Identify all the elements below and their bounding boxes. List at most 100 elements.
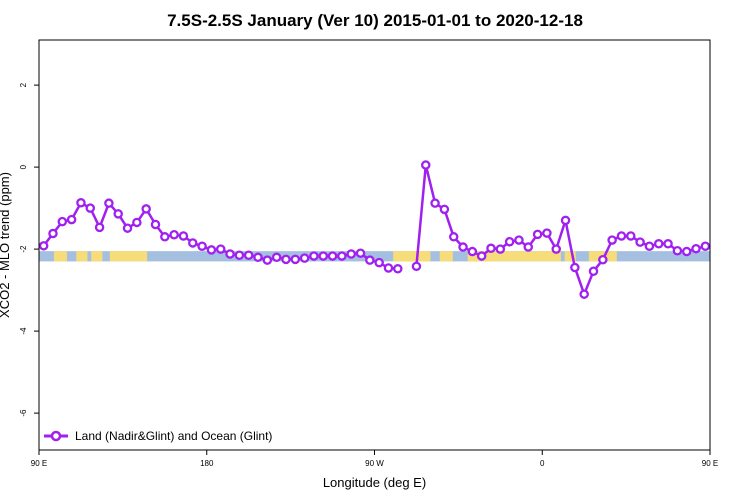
- data-point: [281, 254, 291, 265]
- x-tick-label: 90 W: [365, 459, 384, 468]
- data-point: [691, 243, 701, 254]
- data-point: [616, 231, 627, 241]
- data-point: [430, 198, 440, 208]
- surface-band-land: [76, 251, 88, 262]
- data-point: [700, 241, 710, 251]
- data-point: [635, 237, 645, 247]
- data-point: [337, 251, 347, 261]
- data-point: [150, 219, 161, 230]
- data-point: [355, 248, 366, 258]
- data-point: [514, 235, 524, 245]
- data-point: [141, 204, 151, 214]
- series-line: [415, 163, 710, 296]
- data-point: [570, 262, 580, 273]
- data-point: [653, 239, 664, 249]
- data-point: [598, 255, 608, 265]
- y-tick-label: -6: [19, 409, 28, 417]
- data-point: [290, 254, 301, 265]
- data-point: [739, 216, 746, 223]
- data-point: [365, 255, 375, 265]
- data-point: [663, 239, 673, 249]
- data-point: [626, 231, 636, 241]
- surface-band-land: [564, 251, 576, 262]
- data-point: [299, 253, 310, 263]
- data-point: [309, 251, 319, 261]
- data-point: [383, 263, 394, 273]
- data-point: [57, 216, 68, 227]
- data-point: [271, 252, 282, 263]
- surface-band-land: [467, 251, 561, 262]
- x-tick-label: 90 E: [31, 459, 47, 468]
- data-point: [504, 236, 515, 247]
- legend-entry-label: Land (Nadir&Glint) and Ocean (Glint): [75, 429, 272, 443]
- data-point: [393, 264, 403, 274]
- data-point: [225, 249, 235, 259]
- x-tick-label: 180: [200, 459, 214, 468]
- data-point: [66, 214, 77, 225]
- data-point: [374, 257, 384, 268]
- y-tick-label: -4: [19, 327, 28, 335]
- data-point: [262, 255, 273, 265]
- data-point: [730, 218, 737, 225]
- data-point: [542, 228, 552, 238]
- data-point: [346, 249, 356, 259]
- data-point: [523, 242, 534, 252]
- data-point: [48, 228, 58, 239]
- data-point: [197, 241, 207, 251]
- data-point: [411, 261, 422, 272]
- x-axis-label: Longitude (deg E): [323, 475, 426, 490]
- legend: Land (Nadir&Glint) and Ocean (Glint): [44, 429, 272, 443]
- data-point: [644, 241, 655, 251]
- legend-marker-swatch: [50, 430, 62, 442]
- data-point: [113, 209, 123, 219]
- y-tick-label: 2: [19, 82, 28, 87]
- data-point: [476, 251, 487, 261]
- data-point: [579, 289, 589, 299]
- chart-title: 7.5S-2.5S January (Ver 10) 2015-01-01 to…: [167, 11, 583, 30]
- y-tick-label: 0: [19, 164, 28, 169]
- data-point: [94, 222, 105, 233]
- data-point: [160, 232, 170, 242]
- data-point: [448, 232, 459, 242]
- surface-band-land: [393, 251, 431, 262]
- x-axis-ticks: 90 E 180 90 W 0 90 E: [31, 450, 718, 468]
- data-point: [486, 243, 496, 254]
- x-tick-label: 0: [540, 459, 545, 468]
- surface-band-land: [53, 251, 67, 262]
- data-point: [243, 250, 254, 260]
- data-point: [672, 245, 683, 256]
- y-axis-label: XCO2 - MLO trend (ppm): [0, 172, 12, 318]
- data-point: [709, 245, 710, 248]
- data-point: [253, 252, 263, 263]
- data-point: [607, 235, 617, 245]
- data-point: [169, 229, 179, 240]
- surface-band-land: [91, 251, 103, 262]
- data-point: [178, 231, 189, 241]
- data-point: [495, 244, 506, 254]
- y-tick-label: -2: [19, 245, 28, 253]
- data-point: [467, 246, 478, 257]
- data-point: [551, 244, 561, 254]
- data-point: [458, 242, 468, 252]
- data-point: [421, 160, 431, 170]
- data-point: [39, 241, 49, 251]
- data-point: [215, 244, 226, 254]
- x-tick-label: 90 E: [702, 459, 718, 468]
- data-point: [234, 250, 245, 260]
- data-point: [681, 246, 692, 257]
- data-point: [104, 198, 114, 208]
- y-axis-ticks: 2 0 -2 -4 -6: [19, 82, 39, 417]
- data-point: [588, 266, 599, 276]
- data-point: [132, 217, 142, 228]
- data-point: [188, 238, 198, 248]
- data-point: [720, 230, 727, 237]
- data-point: [532, 229, 543, 240]
- plot-layer: [39, 160, 746, 299]
- data-point: [318, 251, 328, 261]
- data-point: [327, 251, 338, 261]
- data-point: [206, 245, 217, 255]
- surface-band-ocean: [39, 251, 710, 262]
- data-point: [439, 204, 450, 215]
- data-point: [122, 223, 133, 233]
